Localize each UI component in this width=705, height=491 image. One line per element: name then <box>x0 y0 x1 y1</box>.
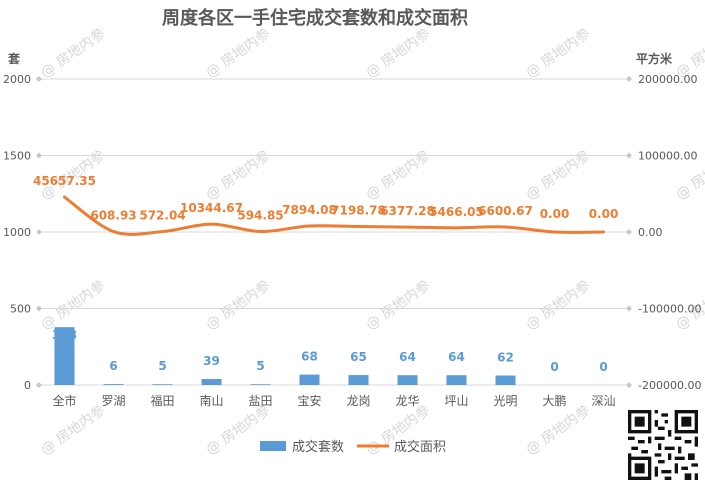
left-tick-label: 1000 <box>3 226 31 239</box>
line-data-label: 7198.78 <box>331 203 386 217</box>
right-tick-marker <box>626 229 632 235</box>
chart-title: 周度各区一手住宅成交套数和成交面积 <box>162 7 468 29</box>
line-data-label: 45657.35 <box>33 174 96 188</box>
legend-bar-swatch <box>260 441 286 451</box>
bar-data-label: 5 <box>158 359 166 373</box>
x-tick-label: 福田 <box>150 393 174 408</box>
watermark-text: @ 房地内参 <box>523 402 594 459</box>
bar-盐田 <box>250 384 271 385</box>
line-data-label: 5466.05 <box>429 205 484 219</box>
x-tick-label: 罗湖 <box>101 393 125 408</box>
right-tick-label: 0.00 <box>638 226 663 239</box>
line-data-label: 10344.67 <box>180 201 243 215</box>
right-tick-marker <box>626 152 632 159</box>
bar-data-label: 64 <box>448 350 465 364</box>
right-tick-marker <box>626 305 632 312</box>
bar-data-label: 39 <box>203 354 220 368</box>
bar-data-label: 6 <box>109 359 117 373</box>
watermark-text: @ 房地内参 <box>203 25 274 82</box>
line-data-label: 572.04 <box>139 209 185 223</box>
left-tick-marker <box>36 152 42 159</box>
left-tick-label: 0 <box>24 379 31 392</box>
left-tick-marker <box>36 229 42 235</box>
legend: 成交套数 成交面积 <box>260 439 446 455</box>
line-data-label: 608.93 <box>90 209 136 223</box>
line-data-label: 594.85 <box>237 209 283 223</box>
bar-data-label: 0 <box>550 360 558 374</box>
x-tick-label: 大鹏 <box>542 394 566 408</box>
bar-龙岗 <box>348 375 369 385</box>
left-tick-marker <box>36 305 42 312</box>
bar-data-label: 68 <box>301 350 318 364</box>
left-axis-unit: 套 <box>7 51 21 66</box>
x-tick-label: 深汕 <box>591 394 615 408</box>
bar-罗湖 <box>103 384 124 385</box>
x-tick-label: 龙岗 <box>346 394 370 408</box>
bar-data-label: 62 <box>497 351 514 365</box>
x-tick-label: 龙华 <box>395 394 419 408</box>
bar-data-label: 64 <box>399 350 416 364</box>
watermark-text: @ 房地内参 <box>523 25 594 82</box>
x-tick-label: 光明 <box>493 394 517 408</box>
x-tick-label: 坪山 <box>444 394 468 408</box>
legend-bar-label: 成交套数 <box>292 439 344 455</box>
right-tick-label: -100000.00 <box>638 303 701 316</box>
left-axis-ticks: 0 500 1000 1500 2000 <box>3 73 31 392</box>
bar-data-label: 5 <box>256 359 264 373</box>
x-axis-labels: 全市 罗湖 福田 南山 盐田 宝安 龙岗 龙华 坪山 光明 大鹏 深汕 <box>52 393 615 408</box>
watermark-text: @ 房地内参 <box>203 277 274 334</box>
line-data-label: 6600.67 <box>478 204 533 218</box>
line-path <box>63 195 605 236</box>
right-tick-marker <box>626 382 632 388</box>
right-tick-label: 100000.00 <box>638 150 698 163</box>
bar-龙华 <box>397 375 418 385</box>
bar-data-label: 0 <box>599 360 607 374</box>
bar-光明 <box>495 375 516 385</box>
left-tick-label: 2000 <box>3 73 31 86</box>
left-tick-marker <box>36 76 42 82</box>
x-tick-label: 盐田 <box>248 394 272 408</box>
x-tick-label: 全市 <box>52 393 76 408</box>
watermark-text: @ 房地内参 <box>38 25 109 82</box>
bar-data-label: 378 <box>52 328 77 342</box>
x-tick-label: 南山 <box>199 393 223 408</box>
watermark-text: @ 房地内参 <box>38 277 109 334</box>
line-data-label: 0.00 <box>589 207 619 221</box>
x-tick-label: 宝安 <box>297 393 321 408</box>
right-axis-ticks: -200000.00 -100000.00 0.00 100000.00 200000.… <box>638 73 701 392</box>
line-data-label: 6377.28 <box>380 204 435 218</box>
bar-南山 <box>201 379 222 385</box>
right-tick-label: -200000.00 <box>638 379 701 392</box>
line-series: 45657.35 608.93 572.0410344.67594.857894.0… <box>33 174 619 236</box>
right-tick-label: 200000.00 <box>638 73 698 86</box>
left-tick-label: 1500 <box>3 150 31 163</box>
bar-全市 <box>54 327 75 385</box>
bar-坪山 <box>446 375 467 385</box>
watermark-text: @ 房地内参 <box>363 25 434 82</box>
right-axis-unit: 平方米 <box>636 51 673 66</box>
line-data-label: 0.00 <box>540 207 570 221</box>
watermark-text: @ 房地内参 <box>523 277 594 334</box>
bar-福田 <box>152 384 173 385</box>
bar-宝安 <box>299 374 320 385</box>
left-tick-label: 500 <box>10 303 31 316</box>
left-tick-marker <box>36 382 42 388</box>
watermark-text: @ 房地内参 <box>38 402 109 459</box>
grid-lines <box>36 76 632 388</box>
legend-line-label: 成交面积 <box>394 439 446 455</box>
right-tick-marker <box>626 76 632 82</box>
watermark-text: @ 房地内参 <box>363 277 434 334</box>
line-data-label: 7894.08 <box>282 203 337 217</box>
qr-code-icon <box>628 410 698 480</box>
bar-data-label: 65 <box>350 350 367 364</box>
